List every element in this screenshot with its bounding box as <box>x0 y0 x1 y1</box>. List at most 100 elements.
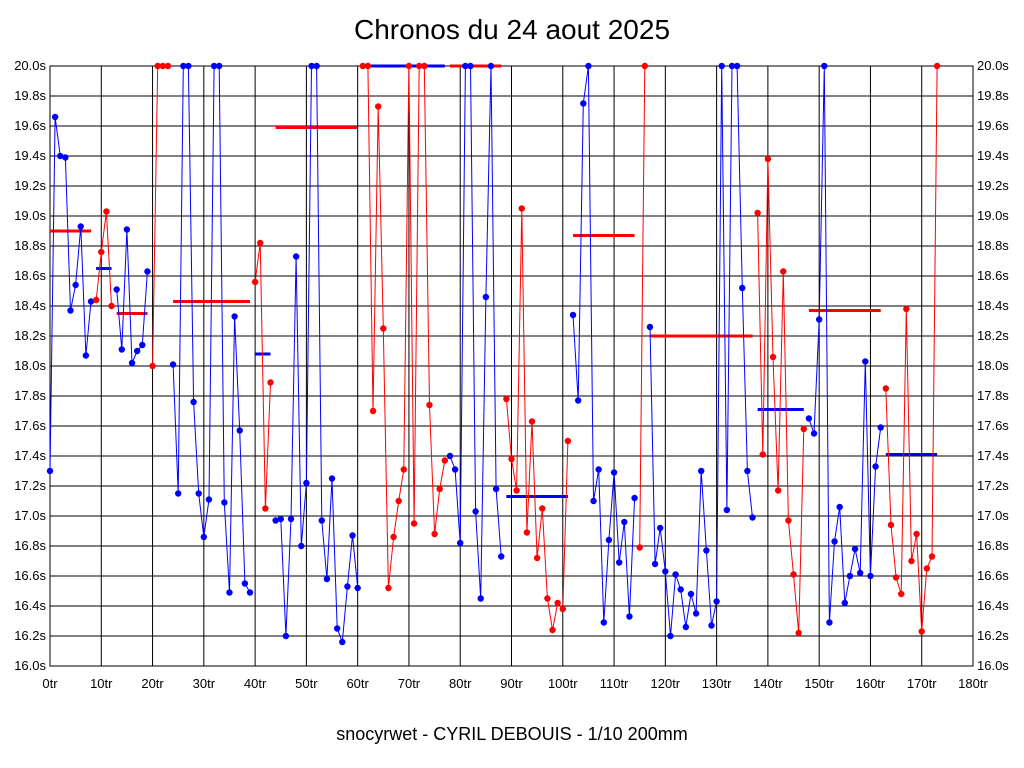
data-point <box>92 296 100 304</box>
lap-series <box>359 62 449 592</box>
data-point <box>57 152 64 160</box>
data-point <box>908 557 915 565</box>
data-point <box>590 497 597 505</box>
lap-series <box>92 208 115 310</box>
x-tick-label: 80tr <box>449 676 472 691</box>
series-line <box>95 211 112 307</box>
data-point <box>139 341 146 349</box>
data-point <box>580 100 587 107</box>
data-point <box>405 62 413 70</box>
series-line <box>639 65 646 548</box>
data-point <box>149 362 156 370</box>
data-point <box>123 226 131 233</box>
x-tick-label: 100tr <box>548 676 578 691</box>
data-point <box>185 62 192 70</box>
y-tick-label-left: 18.8s <box>14 238 46 253</box>
data-point <box>462 62 469 70</box>
data-point <box>851 545 859 553</box>
x-tick-label: 90tr <box>500 676 523 691</box>
data-point <box>923 565 931 572</box>
chart-title: Chronos du 24 aout 2025 <box>353 14 671 45</box>
x-tick-label: 110tr <box>600 676 629 691</box>
data-point <box>918 628 925 635</box>
data-point <box>739 284 746 292</box>
lap-series <box>272 62 361 646</box>
data-point <box>513 487 520 494</box>
data-point <box>774 487 782 494</box>
x-tick-label: 70tr <box>398 676 421 691</box>
data-point <box>174 490 182 497</box>
y-tick-label-left: 17.6s <box>14 418 46 433</box>
data-point <box>657 524 664 532</box>
x-tick-label: 170tr <box>907 676 937 691</box>
data-point <box>610 469 618 476</box>
data-point <box>554 599 561 607</box>
y-tick-label-left: 18.6s <box>14 268 46 283</box>
data-point <box>385 584 392 592</box>
y-tick-label-left: 17.0s <box>14 508 46 523</box>
data-point <box>441 457 449 464</box>
data-point <box>795 629 802 637</box>
data-point <box>354 584 361 592</box>
series-line <box>757 158 805 634</box>
y-tick-label-right: 16.6s <box>977 568 1009 583</box>
data-point <box>692 610 700 617</box>
data-point <box>826 619 833 626</box>
data-point <box>492 485 500 493</box>
data-point <box>846 572 854 580</box>
data-point <box>108 302 115 310</box>
data-point <box>508 455 515 463</box>
data-point <box>287 515 295 523</box>
data-point <box>190 398 197 406</box>
y-tick-label-right: 17.8s <box>977 388 1009 403</box>
y-tick-label-left: 18.0s <box>14 358 46 373</box>
data-point <box>718 62 725 70</box>
data-point <box>210 62 218 70</box>
data-point <box>785 517 792 524</box>
x-tick-label: 0tr <box>42 676 58 691</box>
data-point <box>487 62 495 70</box>
data-point <box>533 554 541 562</box>
data-point <box>62 154 69 161</box>
y-tick-label-right: 17.4s <box>977 448 1009 463</box>
y-tick-label-left: 20.0s <box>14 58 46 73</box>
y-tick-label-right: 18.6s <box>977 268 1009 283</box>
data-point <box>831 538 838 545</box>
data-point <box>810 430 818 437</box>
x-tick-label: 120tr <box>651 676 681 691</box>
data-point <box>631 494 638 502</box>
y-tick-label-right: 19.8s <box>977 88 1009 103</box>
y-tick-label-right: 16.8s <box>977 538 1009 553</box>
y-tick-label-right: 18.8s <box>977 238 1009 253</box>
lap-series <box>149 62 172 370</box>
data-point <box>754 209 761 217</box>
x-tick-label: 160tr <box>856 676 886 691</box>
data-point <box>180 62 187 70</box>
data-point <box>457 539 464 547</box>
data-point <box>216 62 223 70</box>
data-point <box>339 638 346 646</box>
data-point <box>821 62 828 70</box>
y-tick-label-left: 18.2s <box>14 328 46 343</box>
x-tick-label: 40tr <box>244 676 267 691</box>
data-point <box>257 239 264 247</box>
y-tick-label-left: 17.8s <box>14 388 46 403</box>
data-point <box>713 598 720 605</box>
y-tick-label-left: 19.2s <box>14 178 46 193</box>
data-point <box>856 569 864 577</box>
data-point <box>169 361 177 368</box>
data-point <box>159 62 167 70</box>
data-point <box>231 313 238 320</box>
data-point <box>344 583 351 590</box>
data-point <box>892 574 900 581</box>
lap-series <box>646 62 756 640</box>
data-point <box>349 532 356 539</box>
data-point <box>790 571 797 578</box>
data-point <box>128 359 136 367</box>
y-tick-label-right: 16.0s <box>977 658 1009 673</box>
lap-series <box>569 62 638 626</box>
lap-series <box>113 226 151 367</box>
lap-series <box>754 155 807 637</box>
y-tick-label-left: 19.8s <box>14 88 46 103</box>
